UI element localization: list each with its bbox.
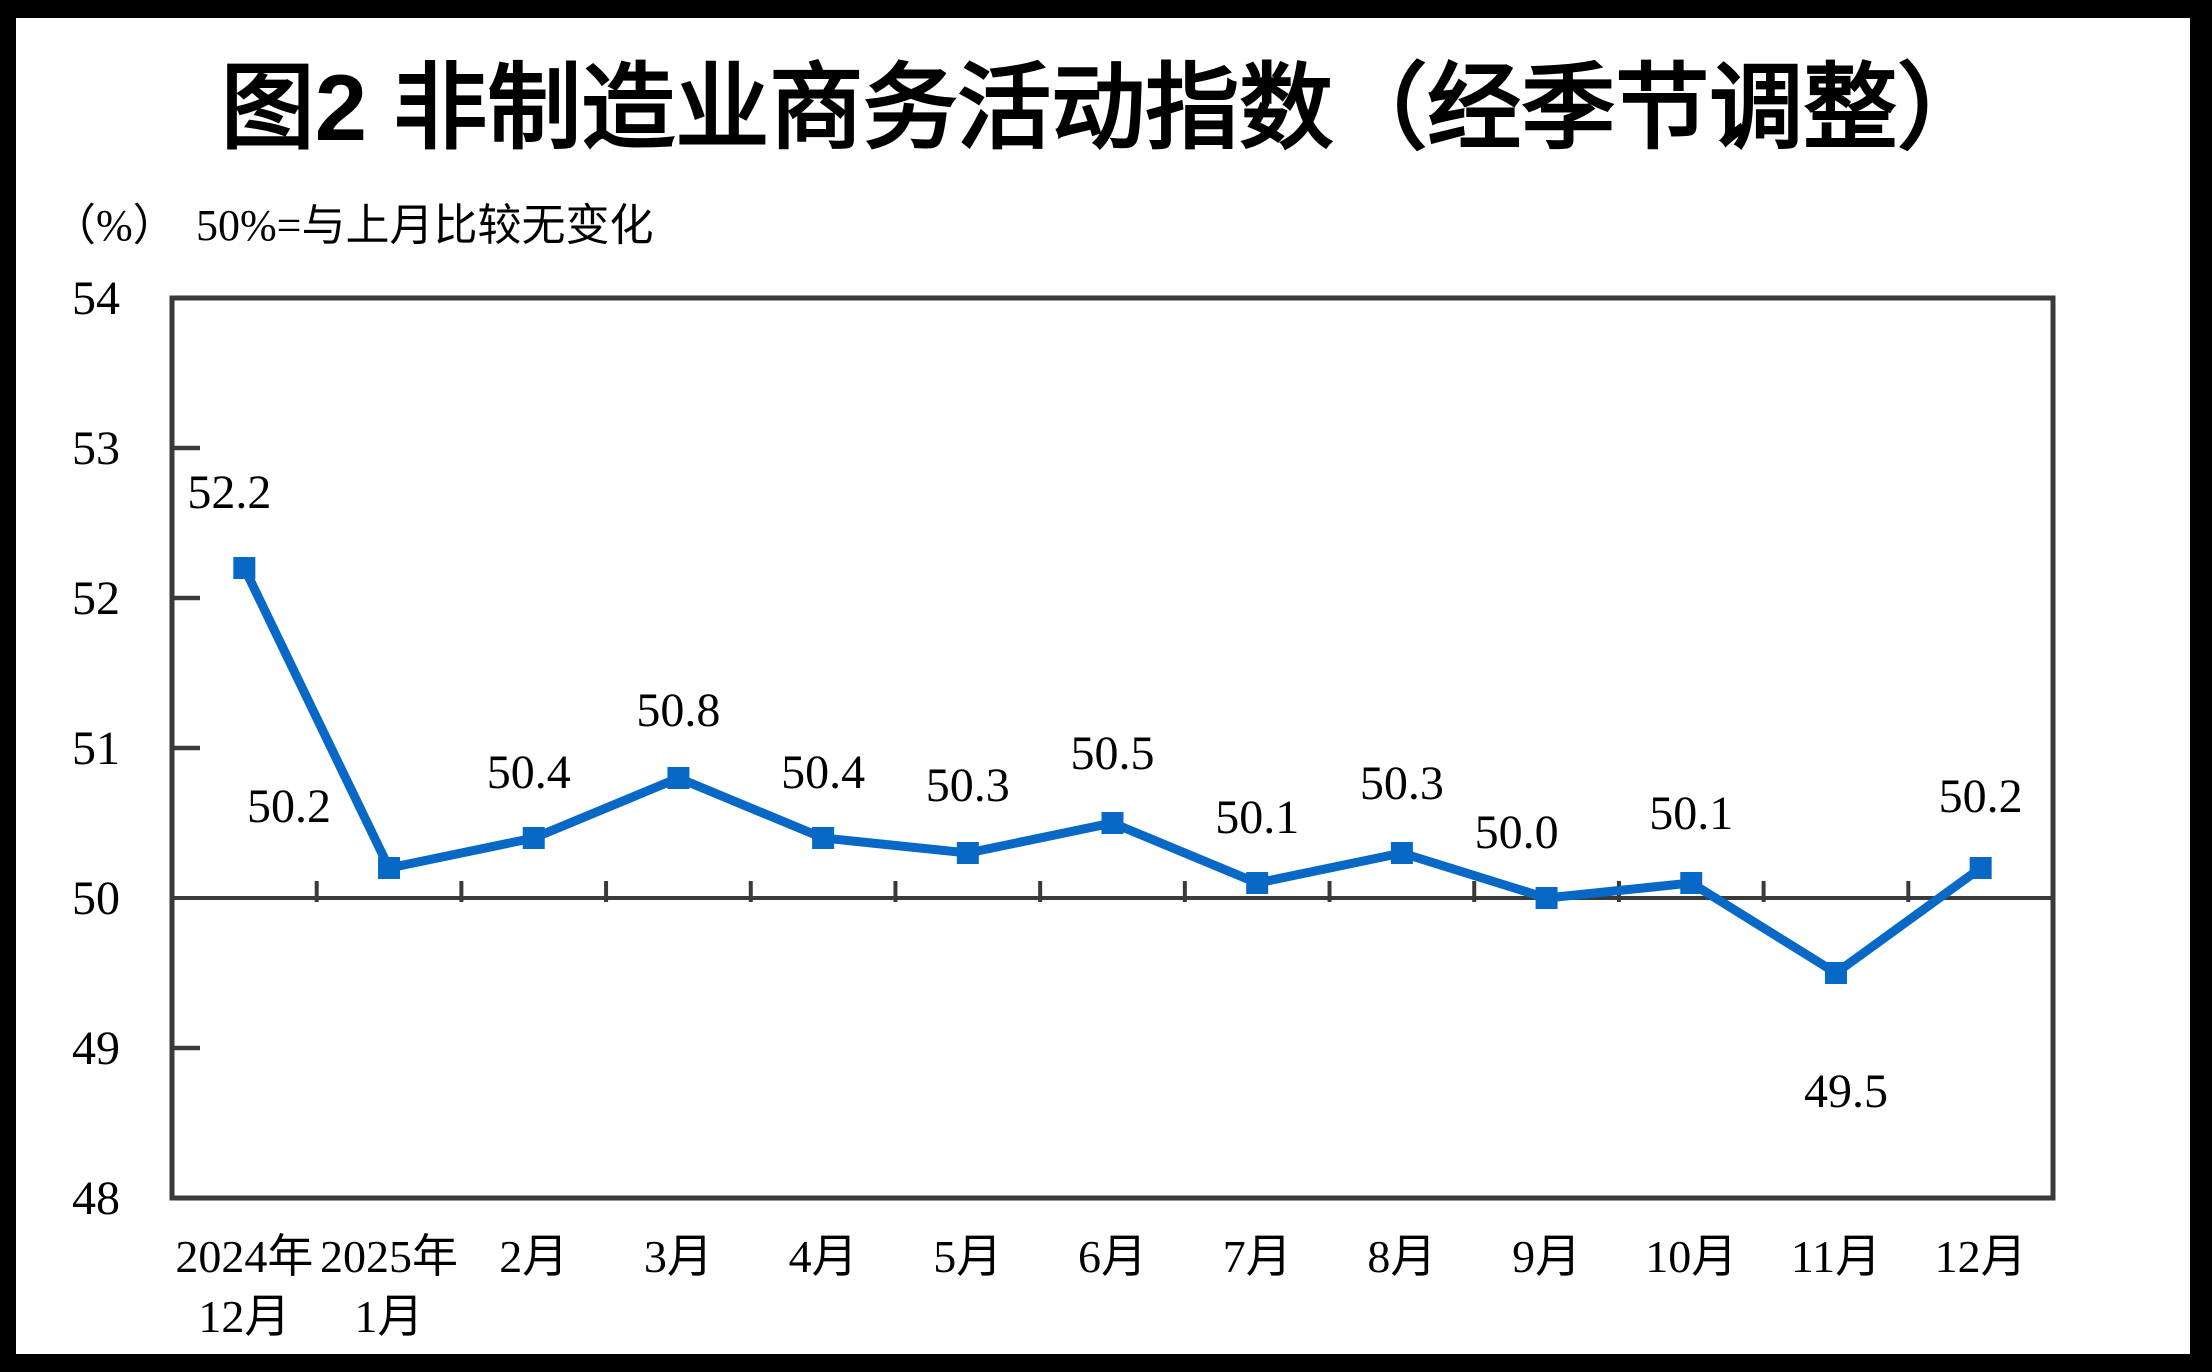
data-point-marker-4	[812, 827, 835, 849]
x-axis-label-4: 4月	[789, 1231, 858, 1282]
x-axis-label-6: 6月	[1078, 1231, 1147, 1282]
unit-label: （%）	[52, 201, 177, 250]
data-label-10: 50.1	[1649, 787, 1733, 840]
x-axis-label-9: 9月	[1512, 1231, 1581, 1282]
data-label-11: 49.5	[1804, 1065, 1888, 1118]
x-axis-label-7: 7月	[1223, 1231, 1292, 1282]
data-point-marker-0	[233, 557, 256, 579]
y-axis-label-50: 50	[72, 872, 120, 925]
data-label-4: 50.4	[781, 746, 865, 799]
data-point-marker-7	[1246, 872, 1269, 894]
x-axis-label-1-line2: 1月	[355, 1291, 424, 1342]
y-axis-label-54: 54	[72, 272, 120, 325]
plot-area: 48 49 50 51 52 53 54 52.2 50.2 50.4 50.8 50.4 50.3 50…	[72, 272, 2056, 1342]
data-label-3: 50.8	[636, 684, 720, 737]
x-axis-label-0-line2: 12月	[198, 1291, 290, 1342]
x-axis-label-10: 10月	[1645, 1231, 1737, 1282]
axis-note: 50%=与上月比较无变化	[196, 201, 653, 250]
x-axis-label-5: 5月	[933, 1231, 1002, 1282]
y-axis-label-48: 48	[72, 1172, 120, 1225]
data-point-marker-11	[1824, 962, 1847, 984]
data-point-marker-9	[1535, 887, 1558, 909]
data-label-1: 50.2	[247, 780, 331, 833]
x-axis-label-8: 8月	[1367, 1231, 1436, 1282]
data-label-7: 50.1	[1215, 791, 1299, 844]
chart-title: 图2 非制造业商务活动指数（经季节调整）	[221, 55, 1991, 160]
y-axis-label-52: 52	[72, 572, 120, 625]
plot-border	[169, 295, 2056, 1201]
x-axis-label-12: 12月	[1935, 1231, 2027, 1282]
y-axis-label-51: 51	[72, 722, 120, 775]
y-axis-label-53: 53	[72, 422, 120, 475]
data-point-marker-2	[522, 827, 545, 849]
x-axis-label-2: 2月	[499, 1231, 568, 1282]
data-label-2: 50.4	[487, 746, 571, 799]
data-point-marker-10	[1680, 872, 1703, 894]
data-label-0: 52.2	[187, 466, 271, 519]
data-point-marker-5	[956, 842, 979, 864]
data-label-12: 50.2	[1939, 770, 2023, 823]
data-point-marker-3	[667, 767, 690, 789]
x-axis-label-11: 11月	[1791, 1231, 1881, 1282]
x-axis-label-0: 2024年	[175, 1231, 313, 1282]
data-label-5: 50.3	[926, 759, 1010, 812]
data-point-marker-8	[1390, 842, 1413, 864]
data-label-6: 50.5	[1071, 727, 1155, 780]
data-point-marker-6	[1101, 812, 1124, 834]
x-axis-label-1: 2025年	[320, 1231, 458, 1282]
data-label-9: 50.0	[1475, 806, 1559, 859]
data-point-marker-1	[378, 857, 401, 879]
y-axis-label-49: 49	[72, 1022, 120, 1075]
x-axis-label-3: 3月	[644, 1231, 713, 1282]
chart-paper	[16, 18, 2190, 1354]
data-label-8: 50.3	[1360, 757, 1444, 810]
data-point-marker-12	[1969, 857, 1992, 879]
